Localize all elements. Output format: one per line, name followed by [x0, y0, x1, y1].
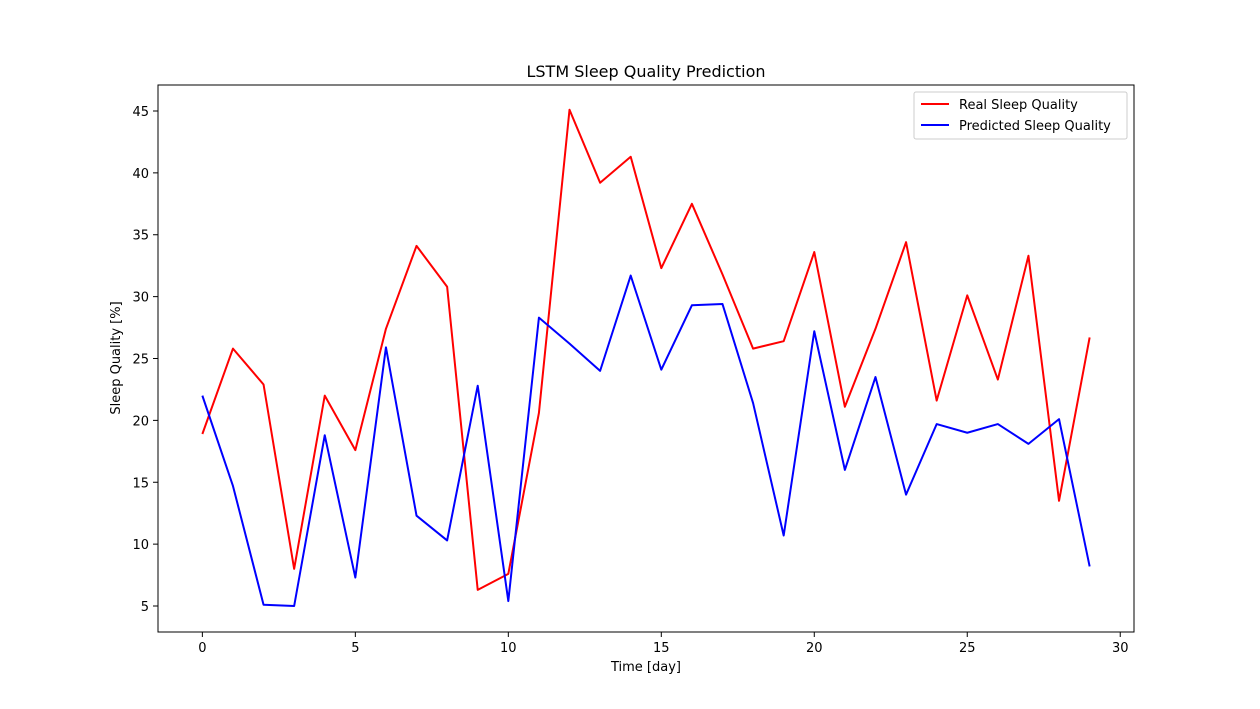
- series-lines: [201, 108, 1091, 608]
- x-tick-label: 20: [806, 641, 823, 656]
- chart-title: LSTM Sleep Quality Prediction: [526, 62, 765, 81]
- x-tick-label: 30: [1112, 641, 1129, 656]
- y-tick-label: 30: [132, 291, 149, 306]
- legend-label-predicted: Predicted Sleep Quality: [959, 119, 1111, 134]
- x-axis: 0 5 10 15 20 25 30: [198, 632, 1129, 656]
- y-tick-label: 10: [132, 538, 149, 553]
- y-tick-label: 40: [132, 167, 149, 182]
- y-tick-label: 5: [141, 600, 149, 615]
- legend: Real Sleep Quality Predicted Sleep Quali…: [913, 91, 1128, 140]
- y-axis: 5 10 15 20 25 30 35 40 45: [132, 105, 158, 615]
- x-tick-label: 0: [198, 641, 206, 656]
- y-tick-label: 25: [132, 353, 149, 368]
- x-tick-label: 5: [351, 641, 359, 656]
- legend-box: [913, 91, 1128, 140]
- x-axis-title: Time [day]: [610, 660, 681, 675]
- x-tick-label: 15: [653, 641, 670, 656]
- y-tick-label: 35: [132, 229, 149, 244]
- legend-label-real: Real Sleep Quality: [959, 98, 1078, 113]
- y-tick-label: 15: [132, 476, 149, 491]
- y-tick-label: 20: [132, 414, 149, 429]
- x-tick-label: 25: [959, 641, 976, 656]
- series-line-real: [201, 108, 1091, 591]
- y-axis-title: Sleep Quality [%]: [109, 301, 124, 414]
- y-tick-label: 45: [132, 105, 149, 120]
- x-tick-label: 10: [500, 641, 517, 656]
- series-line-predicted: [201, 274, 1091, 608]
